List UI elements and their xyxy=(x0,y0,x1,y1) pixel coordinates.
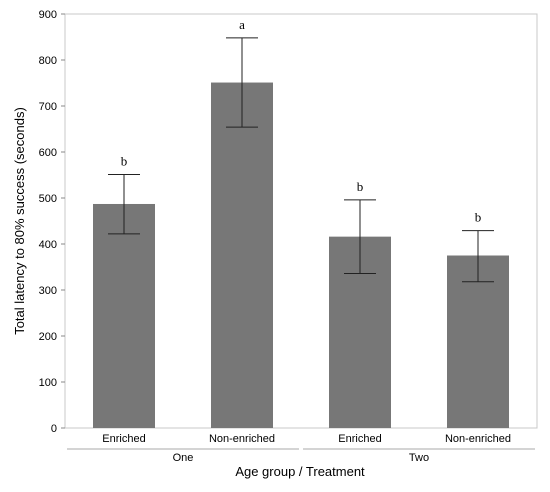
x-axis-title: Age group / Treatment xyxy=(235,464,365,479)
y-tick-label: 700 xyxy=(39,101,57,113)
x-tick-label: Enriched xyxy=(338,433,381,445)
group-label: One xyxy=(173,452,194,464)
y-tick-label: 200 xyxy=(39,331,57,343)
y-tick-label: 400 xyxy=(39,239,57,251)
x-tick-label: Enriched xyxy=(102,433,145,445)
y-axis: 0 100 200 300 400 500 600 700 800 900 xyxy=(39,9,65,435)
y-tick-label: 300 xyxy=(39,285,57,297)
bar xyxy=(211,82,273,428)
bars xyxy=(93,82,509,428)
group-label: Two xyxy=(409,452,429,464)
significance-letters: b a b b xyxy=(121,17,482,225)
y-tick-label: 0 xyxy=(51,423,57,435)
y-tick-label: 600 xyxy=(39,147,57,159)
x-tick-label: Non-enriched xyxy=(209,433,275,445)
x-tick-label: Non-enriched xyxy=(445,433,511,445)
y-axis-title: Total latency to 80% success (seconds) xyxy=(12,107,27,335)
significance-letter: b xyxy=(357,179,364,194)
significance-letter: b xyxy=(121,154,128,169)
bar xyxy=(93,203,155,428)
significance-letter: a xyxy=(239,17,245,32)
bar xyxy=(447,255,509,428)
y-tick-label: 800 xyxy=(39,55,57,67)
error-bars xyxy=(108,37,494,283)
y-tick-label: 500 xyxy=(39,193,57,205)
significance-letter: b xyxy=(475,210,482,225)
plot-frame xyxy=(64,13,538,429)
y-tick-label: 900 xyxy=(39,9,57,21)
x-axis: Enriched Non-enriched Enriched Non-enriched… xyxy=(67,433,535,464)
y-tick-label: 100 xyxy=(39,377,57,389)
